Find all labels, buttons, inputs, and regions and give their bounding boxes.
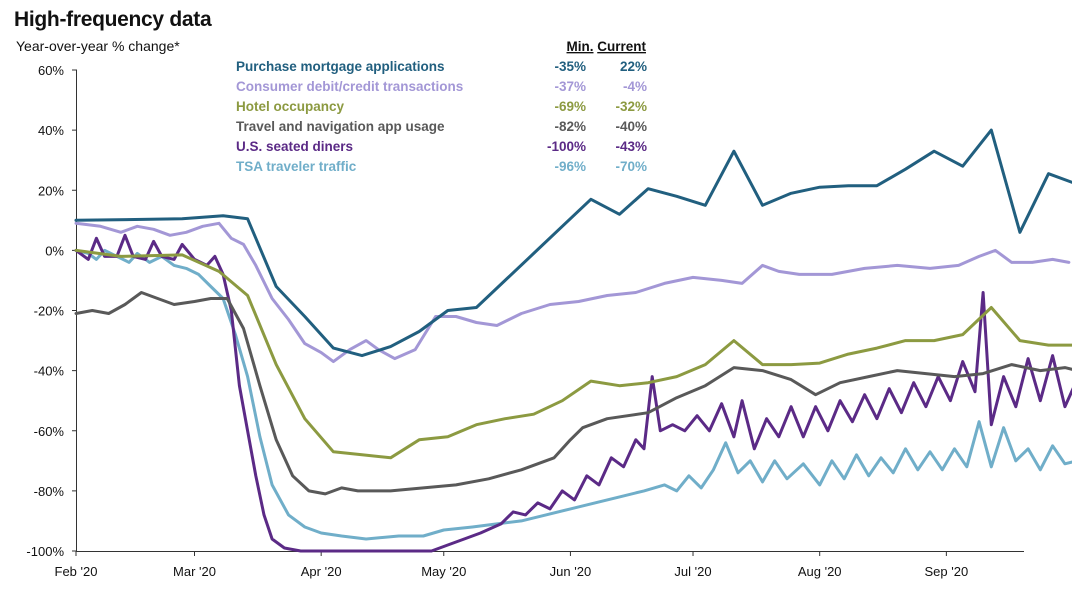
legend-header-current: Current	[597, 39, 646, 54]
legend-min-value: -69%	[554, 99, 586, 114]
x-tick-label: May '20	[421, 564, 466, 579]
legend-entry-purchase-mortgage-applications: Purchase mortgage applications	[236, 59, 445, 74]
legend-header-min: Min.	[567, 39, 594, 54]
y-tick-label: 0%	[45, 243, 64, 258]
y-axis: 60% 40% 20% 0% -20% -40% -60% -80% -100%	[26, 63, 77, 559]
legend-current-value: -70%	[615, 159, 647, 174]
x-tick-label: Sep '20	[925, 564, 969, 579]
series-lines	[74, 128, 1072, 553]
y-tick-label: 60%	[38, 63, 64, 78]
legend-min-value: -35%	[554, 59, 586, 74]
legend-entry-travel-and-navigation-app-usage: Travel and navigation app usage	[236, 119, 445, 134]
series-line-hotel-occupancy	[74, 248, 1072, 460]
legend-min-value: -96%	[554, 159, 586, 174]
legend-current-value: -40%	[615, 119, 647, 134]
x-tick-label: Jun '20	[550, 564, 592, 579]
x-axis: Feb '20 Mar '20 Apr '20 May '20 Jun '20 Jul '…	[55, 551, 1024, 579]
legend: Min. Current Purchase mortgage applicati…	[232, 39, 648, 178]
legend-min-value: -100%	[547, 139, 586, 154]
x-tick-label: Mar '20	[173, 564, 216, 579]
legend-current-value: -43%	[615, 139, 647, 154]
series-line-tsa-traveler-traffic	[74, 248, 1072, 541]
x-tick-label: Jul '20	[674, 564, 711, 579]
series-line-consumer-debit-credit-transactions	[74, 221, 1071, 364]
legend-min-value: -37%	[554, 79, 586, 94]
y-tick-label: -40%	[34, 364, 65, 379]
series-line-travel-and-navigation-app-usage	[74, 291, 1072, 496]
legend-entry-consumer-debit-credit-transactions: Consumer debit/credit transactions	[236, 79, 463, 94]
y-tick-label: 20%	[38, 183, 64, 198]
y-tick-label: -20%	[34, 304, 65, 319]
legend-current-value: -4%	[623, 79, 647, 94]
legend-background	[232, 54, 648, 178]
legend-entry-u-s-seated-diners: U.S. seated diners	[236, 139, 353, 154]
y-tick-label: -80%	[34, 484, 65, 499]
y-tick-label: -100%	[26, 544, 64, 559]
x-tick-label: Apr '20	[301, 564, 342, 579]
legend-entry-hotel-occupancy: Hotel occupancy	[236, 99, 345, 114]
x-tick-label: Aug '20	[798, 564, 842, 579]
legend-current-value: -32%	[615, 99, 647, 114]
chart-title: High-frequency data	[14, 8, 212, 31]
chart-subtitle: Year-over-year % change*	[16, 38, 180, 54]
legend-current-value: 22%	[620, 59, 647, 74]
series-line-purchase-mortgage-applications	[74, 128, 1072, 358]
legend-min-value: -82%	[554, 119, 586, 134]
x-tick-label: Feb '20	[55, 564, 98, 579]
y-tick-label: -60%	[34, 424, 65, 439]
legend-entry-tsa-traveler-traffic: TSA traveler traffic	[236, 159, 357, 174]
y-tick-label: 40%	[38, 123, 64, 138]
